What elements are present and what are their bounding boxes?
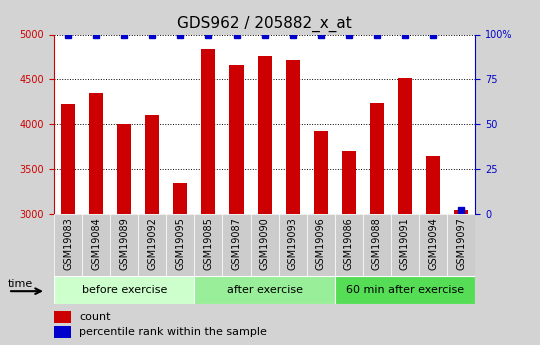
- Bar: [166, 214, 194, 276]
- Bar: [194, 276, 335, 304]
- Bar: [194, 214, 222, 276]
- Bar: [54, 310, 71, 323]
- Bar: [251, 214, 279, 276]
- Bar: [138, 214, 166, 276]
- Text: GSM19095: GSM19095: [176, 217, 185, 270]
- Bar: [454, 210, 468, 214]
- Bar: [201, 49, 215, 214]
- Bar: [258, 56, 272, 214]
- Bar: [117, 124, 131, 214]
- Bar: [82, 214, 110, 276]
- Text: GSM19087: GSM19087: [232, 217, 241, 270]
- Text: GSM19090: GSM19090: [260, 217, 269, 270]
- Bar: [363, 214, 391, 276]
- Bar: [145, 115, 159, 214]
- Text: GSM19083: GSM19083: [63, 217, 73, 270]
- Bar: [370, 103, 384, 214]
- Text: GSM19088: GSM19088: [372, 217, 382, 270]
- Bar: [342, 151, 356, 214]
- Bar: [54, 326, 71, 338]
- Bar: [286, 60, 300, 214]
- Bar: [426, 156, 440, 214]
- Text: before exercise: before exercise: [82, 285, 167, 295]
- Bar: [447, 214, 475, 276]
- Title: GDS962 / 205882_x_at: GDS962 / 205882_x_at: [177, 16, 352, 32]
- Bar: [314, 131, 328, 214]
- Bar: [110, 214, 138, 276]
- Bar: [398, 78, 412, 214]
- Bar: [335, 214, 363, 276]
- Bar: [173, 184, 187, 214]
- Bar: [307, 214, 335, 276]
- Text: GSM19084: GSM19084: [91, 217, 101, 270]
- Text: GSM19091: GSM19091: [400, 217, 410, 270]
- Text: GSM19085: GSM19085: [204, 217, 213, 270]
- Bar: [61, 105, 75, 214]
- Bar: [222, 214, 251, 276]
- Text: GSM19089: GSM19089: [119, 217, 129, 270]
- Text: GSM19097: GSM19097: [456, 217, 466, 270]
- Text: 60 min after exercise: 60 min after exercise: [346, 285, 464, 295]
- Bar: [335, 276, 475, 304]
- Text: GSM19093: GSM19093: [288, 217, 298, 270]
- Bar: [54, 214, 82, 276]
- Bar: [419, 214, 447, 276]
- Bar: [279, 214, 307, 276]
- Text: GSM19094: GSM19094: [428, 217, 438, 270]
- Bar: [54, 276, 194, 304]
- Text: count: count: [79, 312, 111, 322]
- Bar: [89, 93, 103, 214]
- Text: GSM19086: GSM19086: [344, 217, 354, 270]
- Text: GSM19096: GSM19096: [316, 217, 326, 270]
- Bar: [391, 214, 419, 276]
- Text: time: time: [8, 279, 33, 289]
- Bar: [230, 65, 244, 214]
- Text: after exercise: after exercise: [227, 285, 302, 295]
- Text: percentile rank within the sample: percentile rank within the sample: [79, 327, 267, 337]
- Text: GSM19092: GSM19092: [147, 217, 157, 270]
